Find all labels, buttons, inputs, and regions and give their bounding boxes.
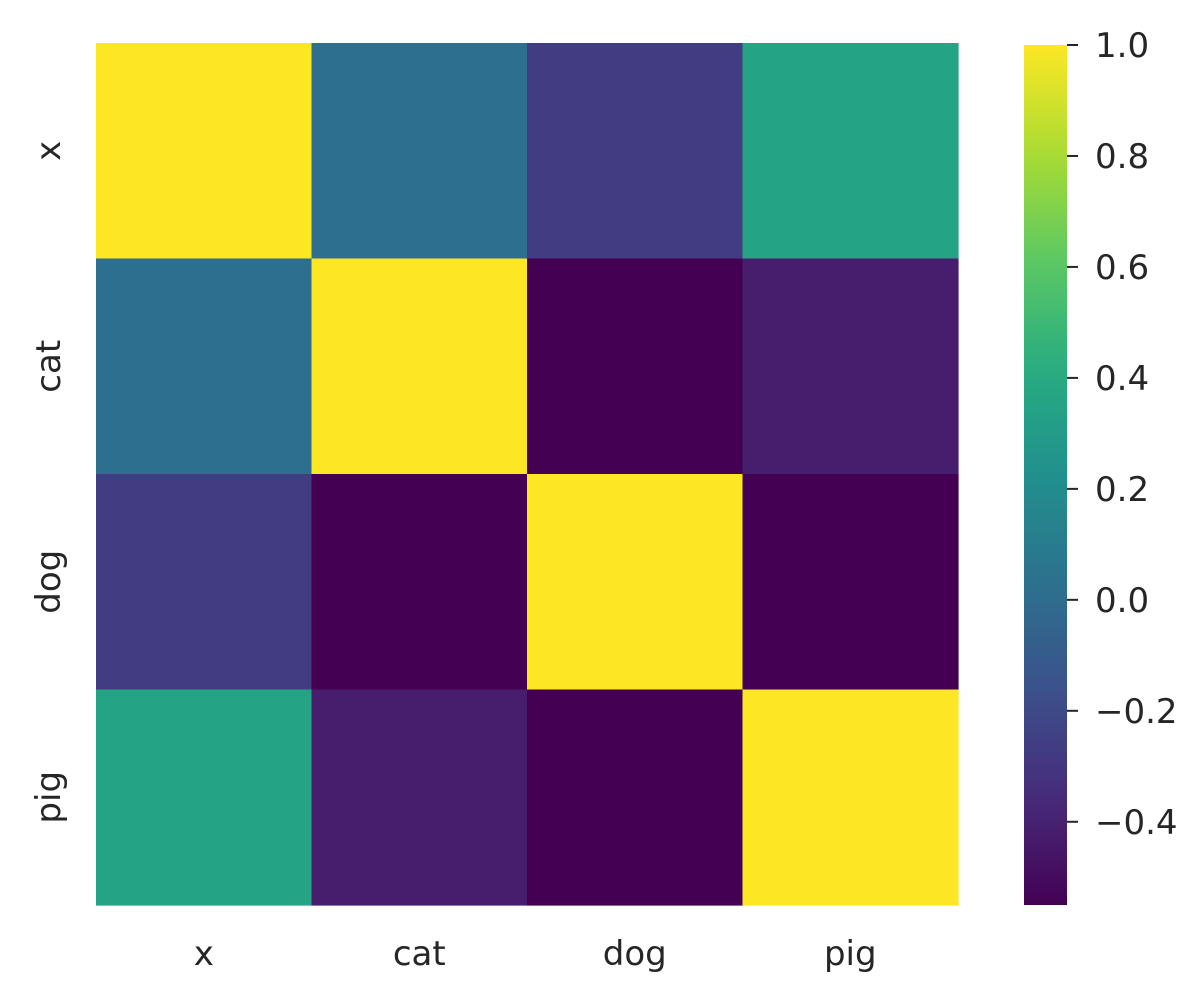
colorbar-tick-label: −0.2 [1095, 692, 1178, 732]
colorbar-tick-label: 0.6 [1095, 248, 1149, 288]
colorbar-ticks: 1.0 0.8 0.6 0.4 0.2 0.0 −0.2 −0.4 [1067, 26, 1178, 843]
x-tick-label: cat [393, 934, 446, 974]
colorbar [1024, 45, 1067, 905]
x-tick-label: x [194, 934, 214, 974]
heatmap-cell-pig-cat [311, 689, 528, 906]
heatmap-cell-cat-cat [311, 258, 528, 475]
heatmap-cell-pig-dog [527, 689, 744, 906]
colorbar-tick-label: 0.8 [1095, 137, 1149, 177]
y-axis-tick-labels: x cat dog pig [29, 141, 69, 824]
heatmap-cell-x-x [96, 43, 313, 260]
heatmap-cell-cat-x [96, 258, 313, 475]
heatmap-cell-dog-pig [742, 474, 959, 691]
colorbar-tick-label: −0.4 [1095, 803, 1178, 843]
colorbar-tick-label: 0.0 [1095, 581, 1149, 621]
heatmap-cell-pig-x [96, 689, 313, 906]
heatmap-cell-cat-dog [527, 258, 744, 475]
x-tick-label: pig [824, 934, 877, 974]
y-tick-label: pig [29, 771, 69, 824]
heatmap-cell-cat-pig [742, 258, 959, 475]
heatmap-cell-dog-dog [527, 474, 744, 691]
heatmap-cell-x-cat [311, 43, 528, 260]
heatmap-cell-dog-cat [311, 474, 528, 691]
colorbar-tick-label: 0.4 [1095, 359, 1149, 399]
colorbar-tick-label: 0.2 [1095, 470, 1149, 510]
x-tick-label: dog [603, 934, 667, 974]
x-axis-tick-labels: x cat dog pig [194, 934, 877, 974]
colorbar-tick-label: 1.0 [1095, 26, 1149, 66]
heatmap-cell-x-pig [742, 43, 959, 260]
y-tick-label: cat [29, 340, 69, 393]
heatmap-cell-x-dog [527, 43, 744, 260]
y-tick-label: dog [29, 550, 69, 614]
heatmap-cell-dog-x [96, 474, 313, 691]
heatmap-cells [96, 43, 959, 906]
y-tick-label: x [29, 141, 69, 161]
heatmap-cell-pig-pig [742, 689, 959, 906]
